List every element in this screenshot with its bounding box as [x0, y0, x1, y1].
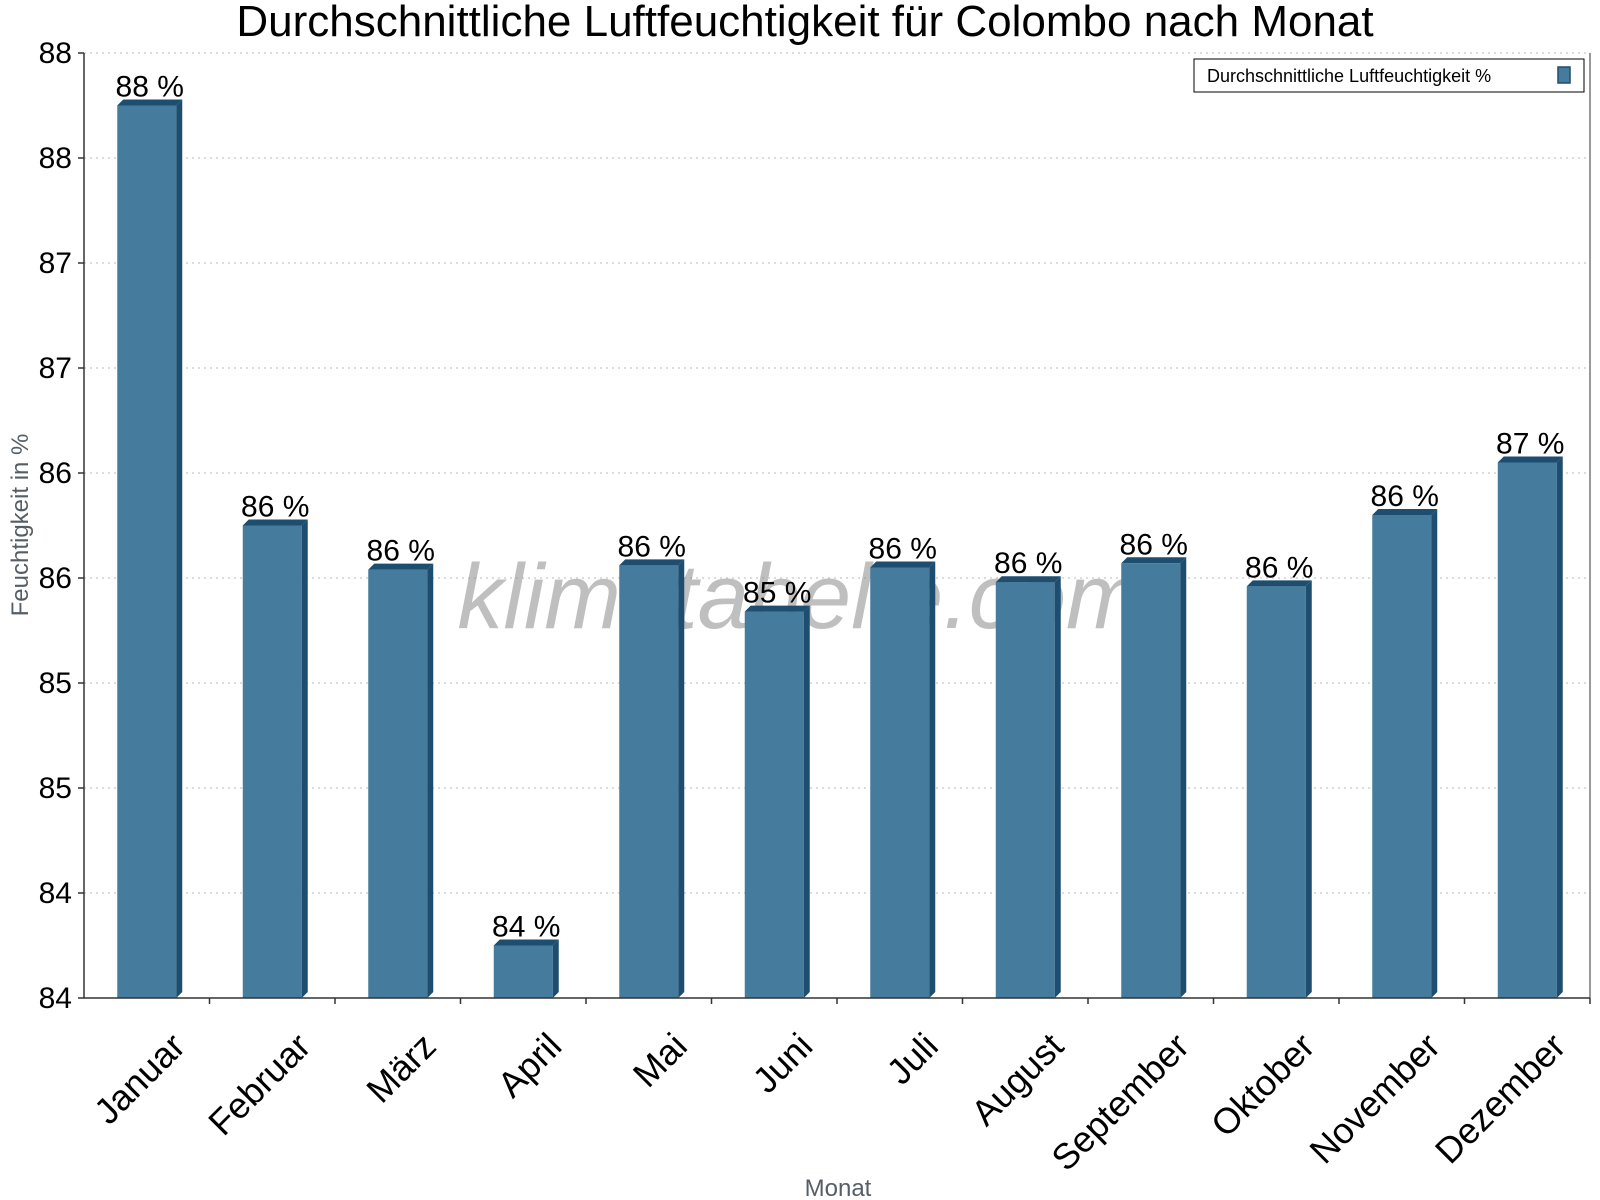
- bar-side: [301, 519, 308, 998]
- legend-box: [1193, 58, 1585, 93]
- bar-top: [744, 605, 810, 612]
- data-label: 86 %: [241, 491, 309, 524]
- y-axis-label: Feuchtigkeit in %: [7, 434, 34, 617]
- bar-front: [242, 525, 302, 998]
- bar-top: [242, 519, 308, 526]
- x-tick-label: September: [1043, 1025, 1197, 1179]
- bar-front: [870, 567, 930, 998]
- data-label: 86 %: [869, 533, 937, 566]
- bar-side: [678, 559, 685, 998]
- bar-side: [552, 939, 559, 998]
- legend: Durchschnittliche Luftfeuchtigkeit %: [1193, 58, 1585, 93]
- bar: [744, 605, 810, 998]
- bar: [1246, 580, 1312, 998]
- bars: [117, 99, 1563, 998]
- bar-side: [1305, 580, 1312, 998]
- data-label: 86 %: [994, 547, 1062, 580]
- bar: [493, 939, 559, 998]
- bar: [242, 519, 308, 998]
- bar-top: [619, 559, 685, 566]
- bar-front: [619, 565, 679, 998]
- bar: [1121, 557, 1187, 998]
- y-tick-label: 88: [39, 142, 72, 175]
- x-tick-label: August: [963, 1025, 1071, 1133]
- y-tick-label: 84: [39, 982, 72, 1015]
- data-label: 86 %: [367, 535, 435, 568]
- x-tick-label: Februar: [200, 1025, 318, 1143]
- bar-front: [1121, 563, 1181, 998]
- bar-top: [1372, 509, 1438, 515]
- data-label: 88 %: [116, 71, 184, 104]
- bar: [1497, 456, 1563, 998]
- legend-swatch: [1557, 66, 1571, 84]
- x-tick-label: März: [358, 1025, 444, 1111]
- bar: [1372, 509, 1438, 998]
- x-tick-label: Dezember: [1427, 1025, 1573, 1171]
- bar-side: [1556, 456, 1563, 998]
- bar-side: [1180, 557, 1187, 998]
- bar-front: [117, 105, 177, 998]
- bar-side: [427, 563, 434, 998]
- legend-label: Durchschnittliche Luftfeuchtigkeit %: [1207, 66, 1491, 86]
- bar-side: [929, 561, 936, 998]
- data-label: 85 %: [743, 577, 811, 610]
- y-tick-label: 88: [39, 37, 72, 70]
- bar-side: [1054, 576, 1061, 998]
- grid-lines: [84, 52, 1590, 894]
- bar: [368, 563, 434, 998]
- bar-front: [368, 569, 428, 998]
- x-tick-label: Mai: [625, 1025, 695, 1095]
- data-label: 87 %: [1496, 428, 1564, 461]
- bar-top: [1246, 580, 1312, 587]
- chart-title: Durchschnittliche Luftfeuchtigkeit für C…: [236, 0, 1373, 46]
- bar: [995, 576, 1061, 998]
- data-label: 86 %: [1245, 551, 1313, 584]
- bar-front: [1372, 515, 1432, 998]
- data-label: 86 %: [1120, 528, 1188, 561]
- x-tick-label: Juni: [745, 1025, 821, 1101]
- bar-top: [995, 576, 1061, 583]
- bar-front: [995, 582, 1055, 998]
- y-tick-label: 86: [39, 457, 72, 490]
- bar-top: [368, 563, 434, 570]
- x-tick-label: Oktober: [1203, 1025, 1323, 1145]
- bar-side: [1431, 509, 1438, 998]
- x-tick-label: November: [1301, 1025, 1447, 1171]
- data-label: 84 %: [492, 911, 560, 944]
- x-tick-label: Juli: [879, 1025, 946, 1092]
- data-label: 86 %: [1371, 480, 1439, 513]
- x-tick-label: Januar: [86, 1025, 193, 1132]
- bar-top: [493, 939, 559, 946]
- y-tick-label: 85: [39, 772, 72, 805]
- y-tick-label: 85: [39, 667, 72, 700]
- y-tick-label: 87: [39, 352, 72, 385]
- bar-top: [1121, 557, 1187, 564]
- y-tick-label: 86: [39, 562, 72, 595]
- bar-top: [870, 561, 936, 568]
- bar-top: [1497, 456, 1563, 463]
- y-tick-label: 87: [39, 247, 72, 280]
- bar-side: [176, 99, 183, 998]
- x-tick-label: April: [489, 1025, 569, 1105]
- bar-front: [1497, 462, 1557, 998]
- bar-front: [744, 611, 804, 998]
- bar: [870, 561, 936, 998]
- y-ticks: 84 84 85 85 86 86 87 87 88 88: [39, 37, 84, 1015]
- bar-front: [1246, 586, 1306, 998]
- bar-top: [117, 99, 183, 106]
- data-labels: 88 % 86 % 86 % 84 % 86 % 85 % 86 % 86 % 86 % 86 %…: [116, 71, 1565, 944]
- bar: [117, 99, 183, 998]
- bar: [619, 559, 685, 998]
- x-ticks: Januar Februar März April Mai Juni Juli AugustS…: [86, 998, 1591, 1179]
- bar-side: [803, 605, 810, 998]
- bar-front: [493, 945, 553, 998]
- data-label: 86 %: [618, 530, 686, 563]
- x-axis-label: Monat: [805, 1175, 872, 1200]
- y-tick-label: 84: [39, 877, 72, 910]
- axes: [83, 53, 1591, 999]
